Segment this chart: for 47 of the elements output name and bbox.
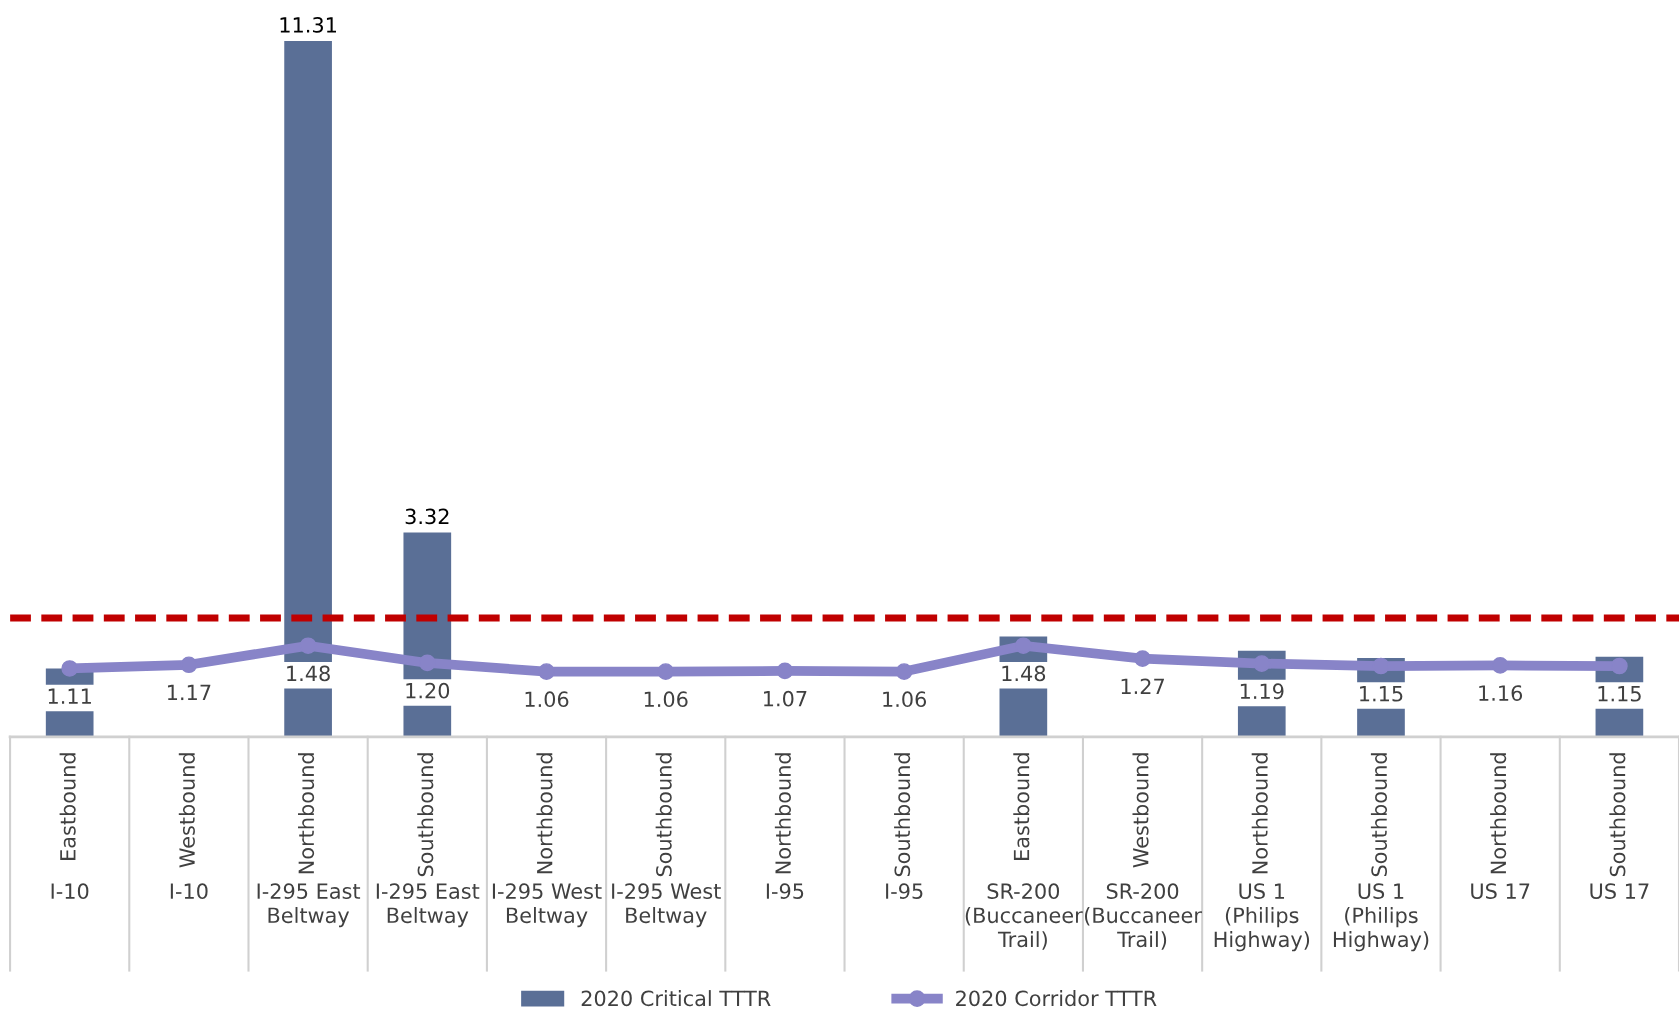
- x-tick-label: Northbound I-295 East Beltway: [257, 753, 361, 928]
- point: [538, 663, 555, 680]
- point: [1134, 650, 1151, 667]
- data-label: 1.16: [1479, 685, 1523, 701]
- point: [657, 663, 675, 680]
- point: [1491, 657, 1509, 674]
- data-label: 1.07: [764, 690, 807, 707]
- point: [1611, 657, 1628, 675]
- point: [180, 656, 198, 674]
- x-tick-label: Southbound US 17: [1590, 753, 1649, 900]
- data-label: 1.48: [1002, 665, 1046, 682]
- point: [1015, 637, 1032, 655]
- x-tick-label: Southbound I-295 East Beltway: [376, 753, 480, 928]
- data-label: 1.20: [406, 682, 450, 699]
- x-tick-label: Southbound US 1 (Philips Highway): [1333, 753, 1429, 952]
- point: [776, 662, 794, 680]
- legend-label: 2020 Critical TTTR: [581, 990, 771, 1007]
- point: [895, 663, 913, 680]
- x-tick-label: Westbound I-10: [170, 753, 208, 900]
- x-tick-label: Northbound I-295 West Beltway: [492, 753, 602, 928]
- legend-label: 2020 Corridor TTTR: [956, 990, 1157, 1007]
- x-tick-label: Westbound SR-200 (Buccaneer Trail): [1085, 753, 1202, 950]
- x-tick-label: Eastbound I-10: [51, 753, 89, 900]
- data-label: 11.31: [280, 17, 336, 33]
- x-tick-label: Southbound I-95: [886, 753, 923, 900]
- data-label: 1.15: [1598, 686, 1641, 702]
- data-label: 3.32: [405, 508, 449, 525]
- data-label: 1.06: [525, 691, 569, 708]
- data-label: 1.48: [287, 665, 330, 682]
- x-tick-label: Northbound US 1 (Philips Highway): [1214, 753, 1310, 952]
- x-tick-label: Southbound I-295 West Beltway: [612, 753, 721, 928]
- point: [299, 637, 317, 655]
- x-tick-label: Northbound I-95: [766, 753, 804, 900]
- data-label: 1.06: [883, 691, 927, 708]
- x-tick-label: Northbound US 17: [1471, 753, 1530, 900]
- data-label: 1.17: [167, 684, 211, 701]
- point: [1253, 655, 1271, 672]
- bar: [284, 40, 332, 737]
- data-label: 1.27: [1121, 678, 1164, 694]
- point: [418, 654, 436, 672]
- data-label: 1.15: [1360, 686, 1403, 702]
- data-label: 1.19: [1240, 683, 1284, 700]
- point: [1372, 657, 1390, 675]
- x-tick-label: Eastbound SR-200 (Buccaneer Trail): [965, 753, 1083, 950]
- data-label: 1.11: [48, 688, 91, 704]
- data-label: 1.06: [644, 691, 688, 708]
- point: [61, 660, 79, 677]
